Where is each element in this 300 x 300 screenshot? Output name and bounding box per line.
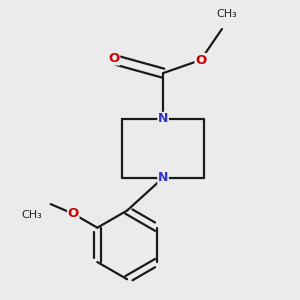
- Text: CH₃: CH₃: [22, 210, 43, 220]
- Text: N: N: [158, 112, 168, 125]
- Text: O: O: [108, 52, 120, 65]
- Text: CH₃: CH₃: [217, 9, 237, 19]
- Text: N: N: [158, 171, 168, 184]
- Text: O: O: [195, 53, 206, 67]
- Text: O: O: [68, 207, 79, 220]
